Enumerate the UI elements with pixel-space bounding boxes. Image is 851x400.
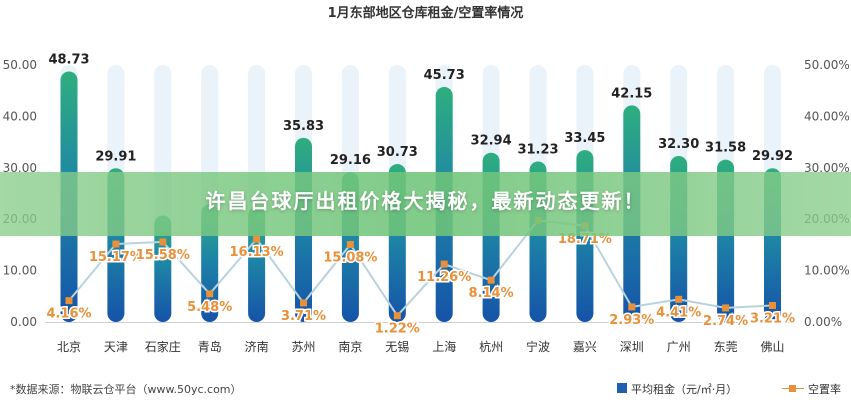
legend-line-marker <box>789 385 796 392</box>
vacancy-value-label: 1.22% <box>375 322 420 337</box>
x-category-label: 南京 <box>338 339 362 354</box>
vacancy-marker <box>722 304 730 312</box>
vacancy-value-label: 4.41% <box>656 305 701 320</box>
x-category-label: 青岛 <box>198 339 222 354</box>
vacancy-marker <box>253 235 261 243</box>
vacancy-marker <box>628 303 636 311</box>
y-right-tick-label: 10.00% <box>804 264 850 278</box>
legend-line-label: 空置率 <box>808 383 841 396</box>
rent-value-label: 45.73 <box>424 68 465 83</box>
y-left-tick-label: 50.00 <box>3 58 37 72</box>
x-category-label: 济南 <box>245 339 269 354</box>
y-left-tick-label: 30.00 <box>3 161 37 175</box>
rent-value-label: 33.45 <box>564 131 605 146</box>
chart-title: 1月东部地区仓库租金/空置率情况 <box>328 5 524 21</box>
x-category-label: 北京 <box>57 340 81 354</box>
vacancy-value-label: 2.93% <box>609 313 654 328</box>
rent-value-label: 35.83 <box>283 119 324 134</box>
x-category-label: 无锡 <box>385 339 409 354</box>
vacancy-marker <box>300 299 307 307</box>
x-category-label: 佛山 <box>760 340 784 354</box>
y-right-tick-label: 50.00% <box>804 58 850 72</box>
vacancy-line <box>68 219 773 318</box>
vacancy-marker <box>440 260 448 268</box>
rent-value-label: 29.92 <box>752 149 793 164</box>
vacancy-marker <box>206 290 214 298</box>
x-category-label: 嘉兴 <box>573 340 597 354</box>
x-category-label: 广州 <box>667 340 691 354</box>
overlay-banner-text: 许昌台球厅出租价格大揭秘，最新动态更新！ <box>205 189 646 213</box>
vacancy-value-label: 15.08% <box>323 250 377 265</box>
x-category-label: 苏州 <box>291 340 315 354</box>
rent-value-label: 32.94 <box>471 134 512 149</box>
rent-value-label: 31.23 <box>517 142 558 157</box>
x-category-label: 深圳 <box>620 340 644 354</box>
data-source-note: *数据来源：物联云仓平台（www.50yc.com） <box>10 383 242 396</box>
x-category-label: 宁波 <box>526 339 550 354</box>
overlay-banner <box>0 172 851 236</box>
vacancy-value-label: 4.16% <box>46 307 91 322</box>
rent-value-label: 29.16 <box>330 153 371 168</box>
x-category-label: 石家庄 <box>145 339 181 354</box>
y-left-tick-label: 40.00 <box>3 109 37 123</box>
legend-bar-label: 平均租金（元/㎡·月） <box>631 383 738 396</box>
vacancy-value-label: 5.48% <box>187 300 232 315</box>
vacancy-value-label: 3.71% <box>281 309 326 324</box>
vacancy-marker <box>346 240 354 248</box>
vacancy-marker <box>769 302 776 310</box>
y-left-tick-label: 10.00 <box>3 264 37 278</box>
rent-value-label: 32.30 <box>658 137 699 152</box>
y-right-tick-label: 0.00% <box>804 315 842 329</box>
rent-value-label: 29.91 <box>95 149 136 164</box>
vacancy-marker <box>487 276 495 284</box>
vacancy-marker <box>112 240 120 248</box>
x-category-label: 杭州 <box>479 339 503 354</box>
vacancy-marker <box>65 297 73 305</box>
x-category-label: 东莞 <box>714 340 738 354</box>
vacancy-value-label: 3.21% <box>750 312 795 327</box>
vacancy-value-label: 15.58% <box>136 248 190 263</box>
x-category-label: 天津 <box>104 340 128 354</box>
rent-value-label: 42.15 <box>611 86 652 101</box>
rent-value-label: 31.58 <box>705 141 746 156</box>
vacancy-value-label: 16.13% <box>230 245 284 260</box>
vacancy-marker <box>675 295 683 303</box>
vacancy-marker <box>159 238 167 246</box>
vacancy-value-label: 8.14% <box>469 286 514 301</box>
y-left-tick-label: 0.00 <box>10 315 37 329</box>
vacancy-marker <box>393 312 401 320</box>
vacancy-value-label: 11.26% <box>417 270 471 285</box>
y-right-tick-label: 40.00% <box>804 109 850 123</box>
rent-value-label: 30.73 <box>377 145 418 160</box>
vacancy-value-label: 15.17% <box>89 250 143 265</box>
rent-value-label: 48.73 <box>48 53 89 68</box>
legend-bar-swatch <box>617 383 627 393</box>
x-category-label: 上海 <box>432 339 456 354</box>
vacancy-value-label: 2.74% <box>703 314 748 329</box>
y-right-tick-label: 30.00% <box>804 161 850 175</box>
